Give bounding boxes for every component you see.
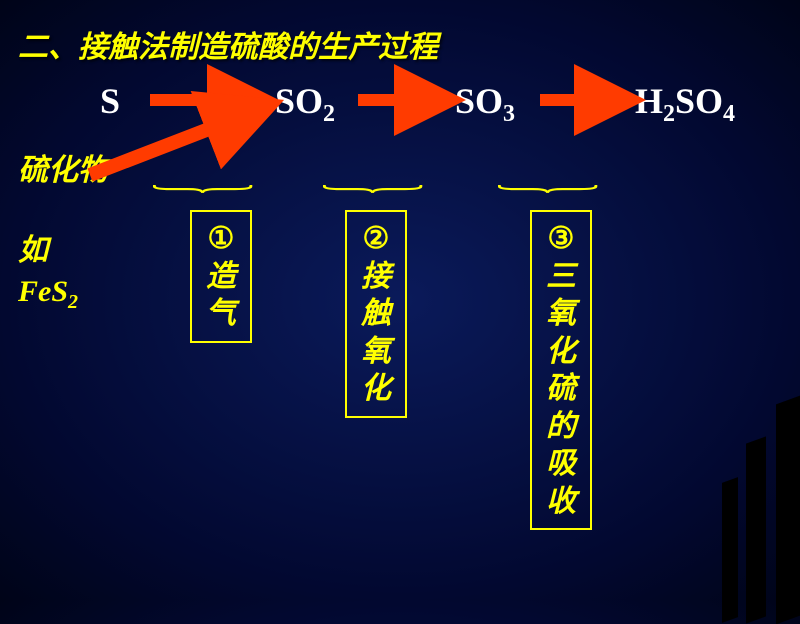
node-s: S: [100, 80, 120, 122]
node-so2-sub: 2: [323, 101, 335, 127]
step-3-ch6: 收: [546, 483, 576, 521]
step-3-ch2: 化: [546, 333, 576, 371]
step-2-ch3: 化: [361, 370, 391, 408]
node-so2-label: SO: [275, 81, 323, 121]
step-3-num: ③: [546, 220, 576, 258]
label-ru: 如: [18, 225, 48, 269]
fes2-sub: 2: [68, 291, 78, 313]
step-3-ch0: 三: [546, 258, 576, 296]
node-s-label: S: [100, 81, 120, 121]
step-1-box: ① 造 气: [190, 210, 252, 343]
step-1-ch1: 气: [206, 295, 236, 333]
node-so3: SO3: [455, 80, 515, 128]
label-sulfide: 硫化物: [18, 145, 108, 189]
node-h2so4-sub1: 2: [663, 101, 675, 127]
step-1-num: ①: [206, 220, 236, 258]
brace-1: }: [140, 183, 278, 196]
slide-title: 二、接触法制造硫酸的生产过程: [18, 22, 438, 66]
step-2-num: ②: [361, 220, 391, 258]
node-h2so4: H2SO4: [635, 80, 735, 128]
brace-2: }: [310, 183, 448, 196]
corner-accent: [680, 340, 800, 600]
step-3-ch3: 硫: [546, 370, 576, 408]
step-1-ch0: 造: [206, 258, 236, 296]
step-2-ch2: 氧: [361, 333, 391, 371]
step-3-box: ③ 三 氧 化 硫 的 吸 收: [530, 210, 592, 530]
step-3-ch5: 吸: [546, 445, 576, 483]
step-3-ch4: 的: [546, 408, 576, 446]
brace-3: }: [485, 183, 623, 196]
step-2-box: ② 接 触 氧 化: [345, 210, 407, 418]
node-so2: SO2: [275, 80, 335, 128]
step-2-ch1: 触: [361, 295, 391, 333]
node-h2so4-mid: SO: [675, 81, 723, 121]
node-h2so4-pre: H: [635, 81, 663, 121]
node-so3-sub: 3: [503, 101, 515, 127]
label-fes2: FeS2: [18, 275, 78, 314]
node-h2so4-sub2: 4: [723, 101, 735, 127]
node-so3-label: SO: [455, 81, 503, 121]
step-2-ch0: 接: [361, 258, 391, 296]
fes2-label: FeS: [18, 275, 68, 308]
step-3-ch1: 氧: [546, 295, 576, 333]
